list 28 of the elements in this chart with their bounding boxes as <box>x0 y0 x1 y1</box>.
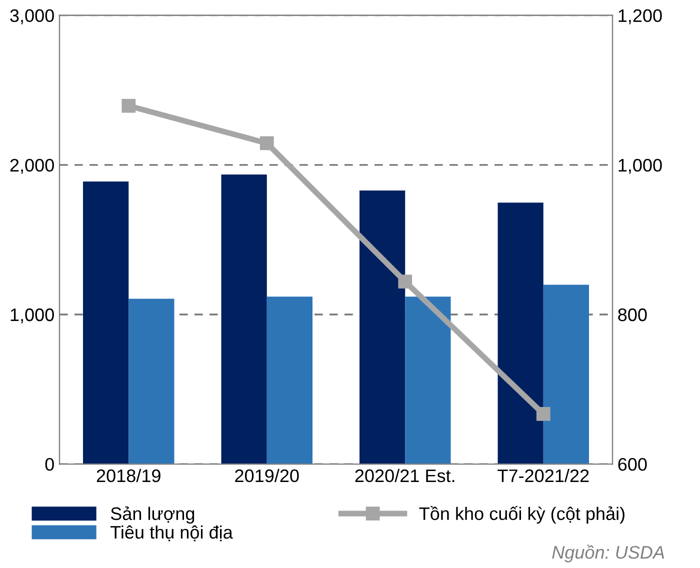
x-tick-label: T7-2021/22 <box>498 468 589 482</box>
point <box>260 136 274 150</box>
legend-label: Tồn kho cuối kỳ (cột phải) <box>419 506 624 524</box>
y-tick-label: 1,000 <box>10 308 54 324</box>
bar <box>498 202 544 464</box>
legend-label: Sản lượng <box>110 506 194 524</box>
bar <box>543 284 589 464</box>
y2-tick-label: 1,000 <box>618 158 662 174</box>
bar <box>83 182 129 464</box>
x-tick-label: 2019/20 <box>235 468 299 482</box>
y-tick-label: 0 <box>45 458 54 471</box>
bar <box>360 190 406 464</box>
x-tick-label: 2018/19 <box>96 468 160 482</box>
bar <box>221 174 267 464</box>
y2-tick-label: 600 <box>618 458 647 471</box>
text: Nguồn: USDA <box>552 544 664 562</box>
point <box>122 98 136 113</box>
y-tick-label: 2,000 <box>10 158 54 174</box>
y2-tick-label: 800 <box>618 308 647 322</box>
y2-tick-label: 1,200 <box>618 9 662 24</box>
bar <box>266 296 312 464</box>
point <box>398 274 412 289</box>
y-tick-label: 3,000 <box>10 9 54 24</box>
bar <box>128 298 174 464</box>
point <box>536 407 550 421</box>
legend-label: Tiêu thụ nội địa <box>110 525 233 542</box>
bar <box>405 296 451 464</box>
x-tick-label: 2020/21 Est. <box>355 468 454 482</box>
